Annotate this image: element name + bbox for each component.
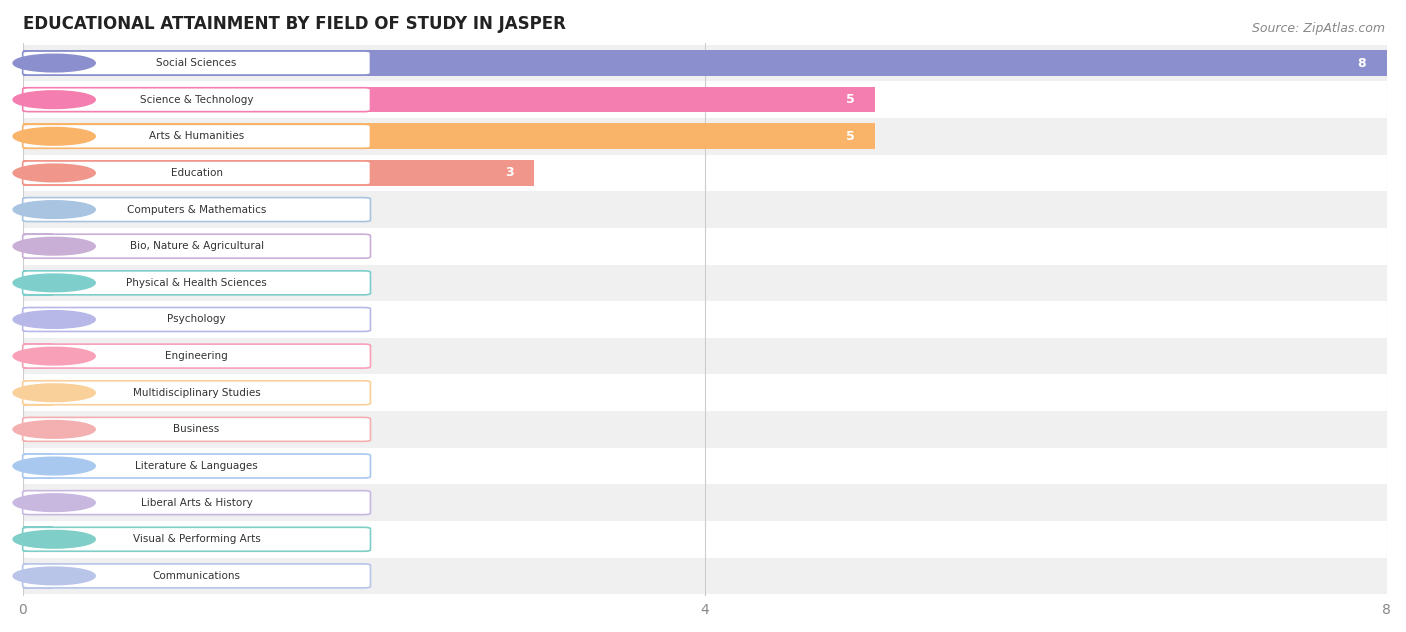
- Bar: [22, 521, 1386, 557]
- Bar: [22, 337, 1386, 374]
- Circle shape: [13, 311, 96, 328]
- Bar: [22, 87, 875, 112]
- FancyBboxPatch shape: [22, 308, 370, 331]
- Text: Physical & Health Sciences: Physical & Health Sciences: [127, 278, 267, 288]
- Bar: [22, 123, 875, 149]
- FancyBboxPatch shape: [22, 271, 370, 295]
- Text: EDUCATIONAL ATTAINMENT BY FIELD OF STUDY IN JASPER: EDUCATIONAL ATTAINMENT BY FIELD OF STUDY…: [22, 15, 565, 33]
- Text: Liberal Arts & History: Liberal Arts & History: [141, 497, 253, 507]
- Bar: [22, 82, 1386, 118]
- FancyBboxPatch shape: [22, 564, 370, 588]
- Text: 8: 8: [1357, 56, 1367, 70]
- Bar: [22, 228, 1386, 265]
- Text: Psychology: Psychology: [167, 315, 226, 324]
- FancyBboxPatch shape: [22, 344, 370, 368]
- Bar: [22, 155, 1386, 191]
- FancyBboxPatch shape: [22, 51, 370, 75]
- Text: 0: 0: [75, 276, 82, 289]
- FancyBboxPatch shape: [22, 454, 370, 478]
- Bar: [22, 453, 53, 479]
- Text: Education: Education: [170, 168, 222, 178]
- Bar: [22, 118, 1386, 155]
- Text: 0: 0: [75, 313, 82, 326]
- Text: 5: 5: [846, 130, 855, 143]
- FancyBboxPatch shape: [22, 527, 370, 551]
- Bar: [22, 343, 53, 369]
- Bar: [22, 374, 1386, 411]
- Bar: [22, 563, 53, 589]
- Circle shape: [13, 201, 96, 219]
- Bar: [22, 411, 1386, 447]
- Text: 0: 0: [75, 203, 82, 216]
- Circle shape: [13, 54, 96, 72]
- Bar: [22, 301, 1386, 337]
- Text: Communications: Communications: [153, 571, 240, 581]
- FancyBboxPatch shape: [22, 490, 370, 514]
- Circle shape: [13, 347, 96, 365]
- Text: 3: 3: [505, 166, 513, 179]
- Text: Business: Business: [173, 424, 219, 434]
- Circle shape: [13, 567, 96, 585]
- FancyBboxPatch shape: [22, 380, 370, 404]
- Text: Computers & Mathematics: Computers & Mathematics: [127, 205, 266, 215]
- Circle shape: [13, 128, 96, 145]
- Bar: [22, 265, 1386, 301]
- FancyBboxPatch shape: [22, 88, 370, 112]
- Bar: [22, 447, 1386, 484]
- Circle shape: [13, 457, 96, 475]
- Circle shape: [13, 384, 96, 401]
- Text: Literature & Languages: Literature & Languages: [135, 461, 257, 471]
- Text: Social Sciences: Social Sciences: [156, 58, 236, 68]
- Text: Arts & Humanities: Arts & Humanities: [149, 131, 245, 142]
- Text: 0: 0: [75, 496, 82, 509]
- Bar: [22, 50, 1386, 76]
- Text: 0: 0: [75, 349, 82, 363]
- Bar: [22, 526, 53, 552]
- FancyBboxPatch shape: [22, 161, 370, 185]
- Text: Engineering: Engineering: [166, 351, 228, 361]
- Bar: [22, 160, 534, 186]
- Circle shape: [13, 274, 96, 292]
- Text: Visual & Performing Arts: Visual & Performing Arts: [132, 534, 260, 544]
- Bar: [22, 557, 1386, 594]
- Bar: [22, 45, 1386, 82]
- Circle shape: [13, 238, 96, 255]
- Circle shape: [13, 420, 96, 438]
- Bar: [22, 416, 53, 442]
- Text: Multidisciplinary Studies: Multidisciplinary Studies: [132, 388, 260, 398]
- Bar: [22, 484, 1386, 521]
- Bar: [22, 380, 53, 406]
- Circle shape: [13, 164, 96, 182]
- Text: Source: ZipAtlas.com: Source: ZipAtlas.com: [1251, 22, 1385, 35]
- Text: Science & Technology: Science & Technology: [139, 95, 253, 105]
- Bar: [22, 233, 53, 259]
- Bar: [22, 490, 53, 516]
- Bar: [22, 197, 53, 222]
- Circle shape: [13, 91, 96, 109]
- FancyBboxPatch shape: [22, 234, 370, 258]
- Bar: [22, 307, 53, 332]
- Text: 0: 0: [75, 423, 82, 436]
- Circle shape: [13, 530, 96, 548]
- Text: 0: 0: [75, 459, 82, 473]
- Text: 0: 0: [75, 533, 82, 546]
- Bar: [22, 191, 1386, 228]
- FancyBboxPatch shape: [22, 417, 370, 441]
- Text: 0: 0: [75, 569, 82, 583]
- Text: 0: 0: [75, 386, 82, 399]
- Bar: [22, 270, 53, 296]
- Text: Bio, Nature & Agricultural: Bio, Nature & Agricultural: [129, 241, 264, 251]
- FancyBboxPatch shape: [22, 125, 370, 149]
- Text: 0: 0: [75, 240, 82, 253]
- Circle shape: [13, 494, 96, 511]
- Text: 5: 5: [846, 93, 855, 106]
- FancyBboxPatch shape: [22, 198, 370, 222]
